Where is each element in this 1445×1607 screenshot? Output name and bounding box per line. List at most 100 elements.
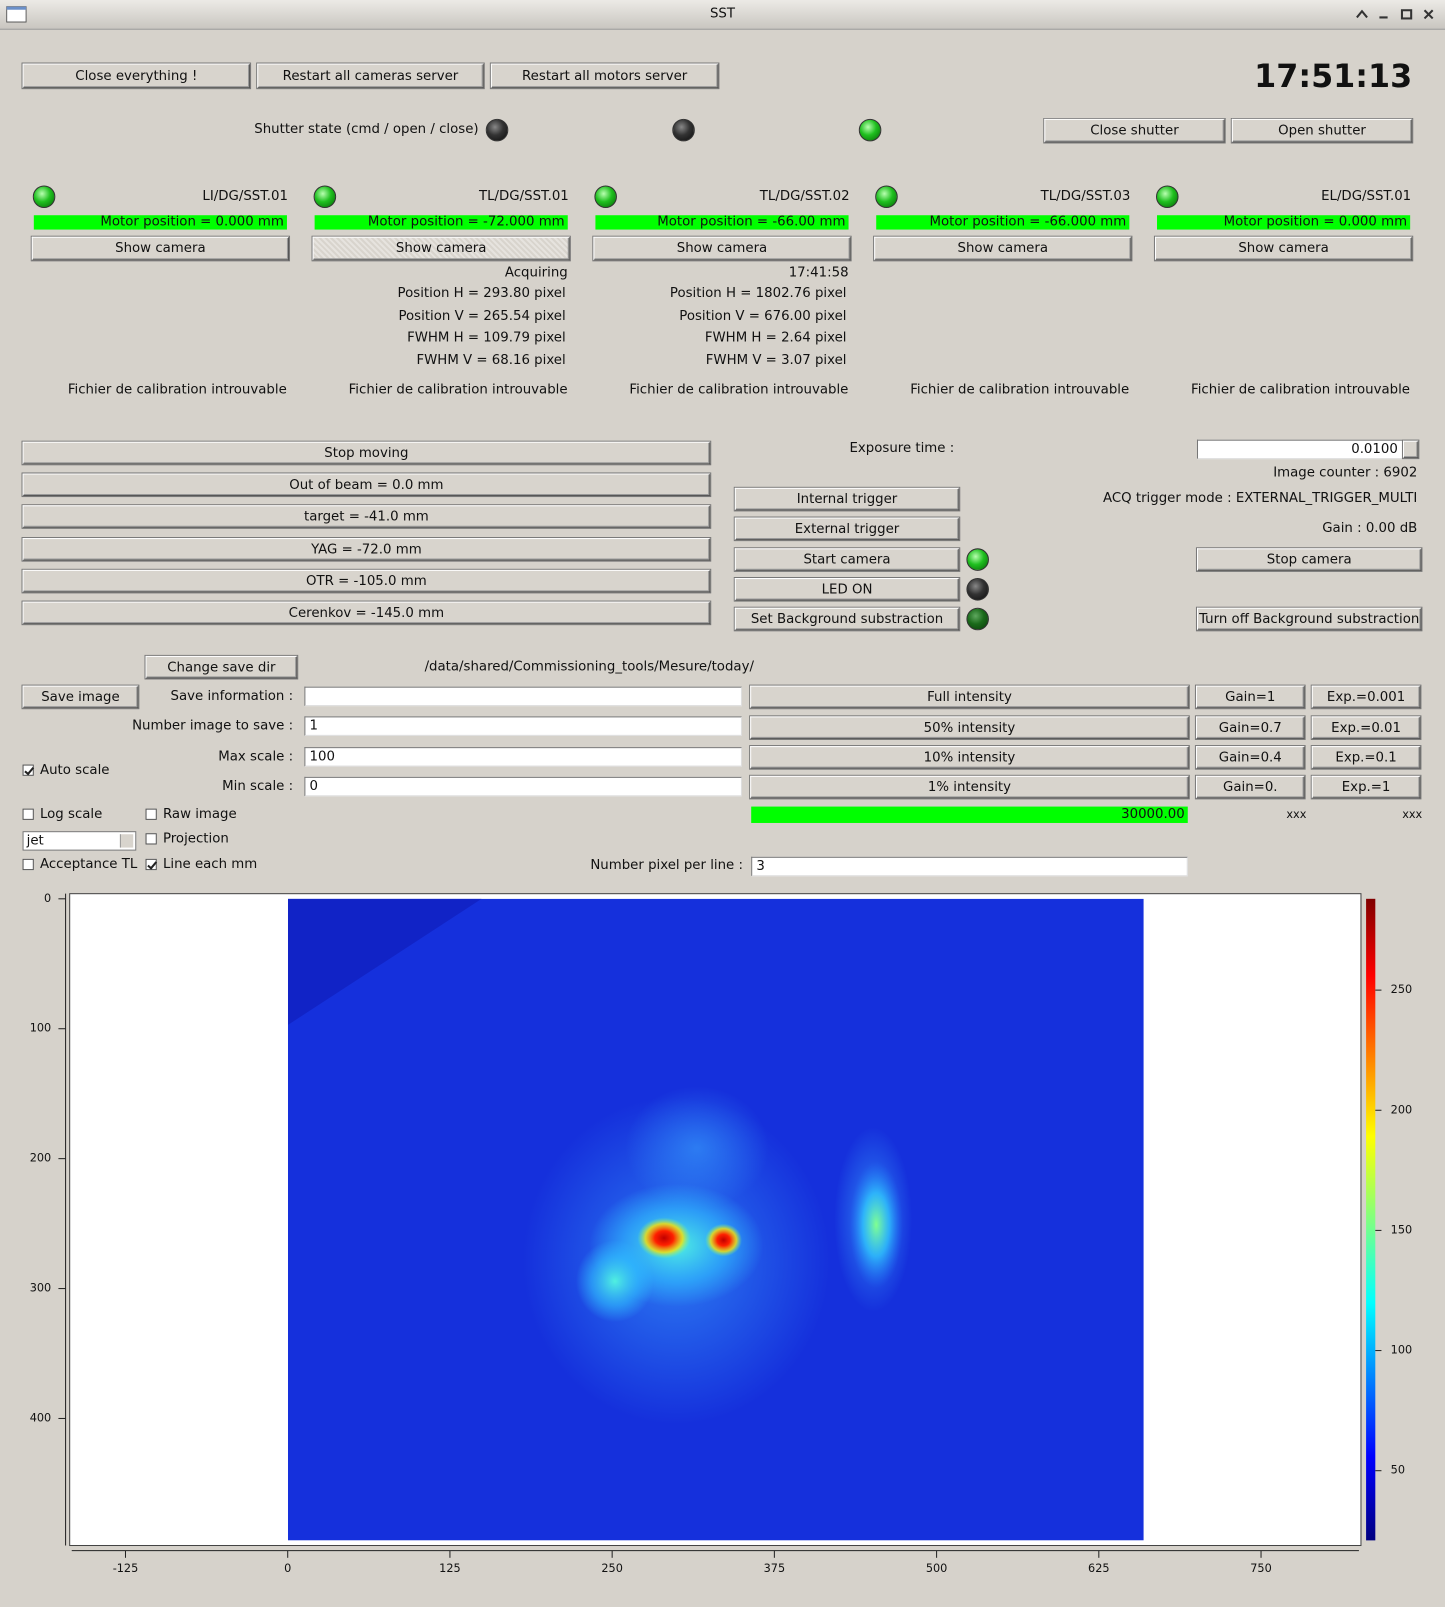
level-bar: 30000.00 (751, 806, 1188, 823)
background-off-button[interactable]: Turn off Background substraction (1196, 607, 1422, 631)
x-tick-label: 500 (926, 1562, 948, 1575)
colorbar-tick-label: 150 (1391, 1223, 1413, 1236)
preset-button[interactable]: Gain=0.7 (1195, 716, 1305, 739)
motor-button[interactable]: OTR = -105.0 mm (22, 569, 711, 593)
show-camera-button[interactable]: Show camera (593, 236, 851, 261)
window-title: SST (709, 6, 736, 22)
show-camera-button[interactable]: Show camera (874, 236, 1132, 261)
checkbox-label: Log scale (39, 806, 103, 822)
motor-position: Motor position = -72.000 mm (314, 215, 568, 230)
checkbox[interactable] (22, 808, 34, 820)
motor-position: Motor position = -66.00 mm (595, 215, 849, 230)
beam-halo (625, 1086, 769, 1210)
change-dir-button[interactable]: Change save dir (145, 655, 298, 679)
preset-button[interactable]: Exp.=0.1 (1311, 746, 1421, 769)
motor-button[interactable]: target = -41.0 mm (22, 505, 711, 528)
preset-button[interactable]: Gain=0.4 (1195, 746, 1305, 769)
shutter-button[interactable]: Close shutter (1044, 118, 1225, 143)
text-input[interactable] (304, 686, 742, 707)
x-tick-label: 0 (284, 1562, 291, 1575)
x-tick-label: 750 (1250, 1562, 1272, 1575)
x-tick-label: 625 (1088, 1562, 1110, 1575)
camera-button[interactable]: Set Background substraction (734, 607, 960, 631)
checkbox-label: Acceptance TL (39, 856, 138, 873)
shutter-button[interactable]: Open shutter (1231, 118, 1413, 143)
preset-button[interactable]: 10% intensity (750, 746, 1189, 769)
text-input[interactable]: 100 (304, 747, 742, 767)
checkbox[interactable] (22, 764, 34, 776)
image-counter: Image counter : 6902 (1273, 465, 1418, 481)
y-tick-label: 200 (30, 1152, 52, 1165)
colormap-select[interactable]: jet (22, 831, 137, 851)
preset-button[interactable]: Full intensity (750, 685, 1189, 709)
show-camera-button[interactable]: Show camera (31, 236, 289, 261)
preset-button[interactable]: Exp.=0.01 (1311, 716, 1421, 739)
toolbar-button[interactable]: Restart all motors server (490, 63, 719, 89)
checkbox[interactable] (145, 858, 157, 871)
motor-button[interactable]: YAG = -72.0 mm (22, 538, 711, 561)
field-label: Min scale : (222, 778, 294, 795)
checkbox-label: Projection (162, 831, 229, 847)
preset-button[interactable]: Gain=0. (1195, 775, 1305, 799)
motor-button[interactable]: Out of beam = 0.0 mm (22, 473, 711, 497)
preset-button[interactable]: 1% intensity (750, 775, 1189, 799)
status-led (672, 118, 695, 142)
show-camera-button[interactable]: Show camera (312, 236, 570, 261)
camera-name: LI/DG/SST.01 (202, 188, 288, 204)
status-led (966, 607, 989, 631)
pixel-per-line-label: Number pixel per line : (590, 857, 743, 874)
shutter-label: Shutter state (cmd / open / close) (254, 121, 479, 138)
motor-position: Motor position = 0.000 mm (33, 215, 287, 230)
save-image-button[interactable]: Save image (22, 685, 139, 709)
camera-info: FWHM H = 109.79 pixel (407, 330, 566, 346)
calibration-status: Fichier de calibration introuvable (67, 382, 287, 398)
motor-button[interactable]: Stop moving (22, 441, 711, 465)
calibration-status: Fichier de calibration introuvable (629, 382, 849, 398)
camera-name: TL/DG/SST.01 (478, 188, 569, 204)
camera-info: FWHM V = 68.16 pixel (416, 352, 566, 368)
x-tick-label: 375 (764, 1562, 786, 1575)
x-tick-label: -125 (113, 1562, 139, 1575)
camera-button[interactable]: Start camera (734, 548, 960, 571)
preset-button[interactable]: Exp.=1 (1311, 775, 1421, 799)
toolbar-button[interactable]: Close everything ! (22, 63, 251, 89)
camera-name: TL/DG/SST.03 (1040, 188, 1131, 204)
readout: xxx (1286, 807, 1307, 821)
checkbox[interactable] (22, 858, 34, 871)
colorbar-tick-label: 250 (1391, 983, 1413, 996)
readout: xxx (1402, 807, 1423, 821)
checkbox[interactable] (145, 808, 157, 820)
preset-button[interactable]: Gain=1 (1195, 685, 1305, 709)
camera-status: Acquiring (504, 265, 568, 281)
text-input[interactable]: 1 (304, 716, 742, 736)
camera-button[interactable]: LED ON (734, 578, 960, 601)
y-tick-label: 100 (30, 1022, 52, 1035)
preset-button[interactable]: Exp.=0.001 (1311, 685, 1421, 709)
calibration-status: Fichier de calibration introuvable (910, 382, 1130, 398)
window-controls[interactable] (1353, 7, 1439, 21)
toolbar-button[interactable]: Restart all cameras server (257, 63, 484, 89)
gain-readout: Gain : 0.00 dB (1322, 520, 1418, 537)
checkbox[interactable] (145, 833, 157, 845)
text-input[interactable]: 0 (304, 776, 742, 797)
checkbox-label: Auto scale (39, 762, 110, 778)
exposure-input[interactable]: 0.0100 (1196, 439, 1420, 460)
camera-info: Position H = 293.80 pixel (397, 285, 566, 302)
status-led (875, 185, 898, 209)
spin-arrows[interactable] (1402, 440, 1419, 459)
status-led (32, 185, 56, 209)
motor-button[interactable]: Cerenkov = -145.0 mm (22, 601, 711, 625)
stop-camera-button[interactable]: Stop camera (1196, 548, 1422, 571)
camera-button[interactable]: Internal trigger (734, 487, 960, 511)
status-led (485, 118, 509, 142)
status-led (313, 185, 337, 209)
camera-button[interactable]: External trigger (734, 517, 960, 541)
preset-button[interactable]: 50% intensity (750, 716, 1189, 739)
colorbar-tick-label: 100 (1391, 1344, 1413, 1357)
show-camera-button[interactable]: Show camera (1154, 236, 1413, 261)
save-path: /data/shared/Commissioning_tools/Mesure/… (424, 658, 754, 675)
status-led (1155, 185, 1179, 209)
calibration-status: Fichier de calibration introuvable (348, 382, 568, 398)
text-input[interactable]: 3 (751, 856, 1188, 877)
